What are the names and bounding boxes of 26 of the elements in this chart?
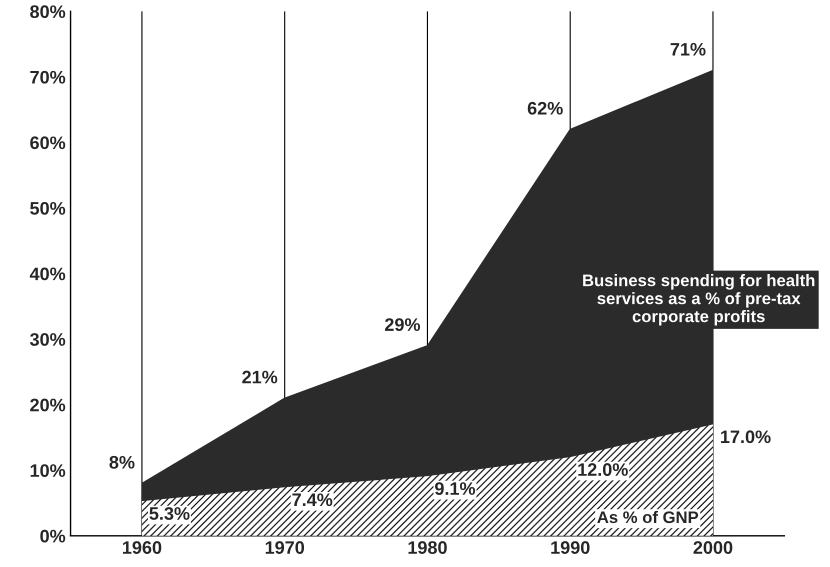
series-label: As % of GNP	[597, 510, 698, 524]
data-label: 8%	[109, 456, 135, 469]
data-label: 71%	[670, 42, 706, 56]
data-label: 9.1%	[435, 482, 476, 495]
x-tick-label: 1990	[551, 541, 590, 554]
y-tick-label: 60%	[30, 136, 66, 150]
y-tick-label: 0%	[40, 530, 66, 543]
y-tick-label: 30%	[30, 333, 66, 346]
y-tick-label: 40%	[30, 268, 66, 280]
data-label: 5.3%	[149, 507, 190, 520]
y-tick-label: 20%	[30, 398, 66, 412]
series-label: Business spending for health services as a % of pre-tax corporate profits	[583, 274, 814, 326]
data-label: 7.4%	[292, 493, 332, 506]
data-label: 29%	[384, 318, 420, 332]
x-tick-label: 2000	[694, 541, 732, 554]
data-label: 62%	[528, 102, 563, 115]
y-tick-label: 80%	[30, 5, 66, 18]
data-label: 12.0%	[578, 463, 628, 476]
y-tick-label: 10%	[30, 464, 66, 477]
x-tick-label: 1970	[266, 541, 304, 554]
y-tick-label: 50%	[30, 202, 66, 215]
data-label: 17.0%	[721, 430, 771, 444]
x-tick-label: 1960	[122, 541, 162, 554]
x-tick-label: 1980	[408, 541, 447, 554]
data-label: 21%	[242, 370, 278, 384]
y-tick-label: 70%	[30, 70, 66, 84]
